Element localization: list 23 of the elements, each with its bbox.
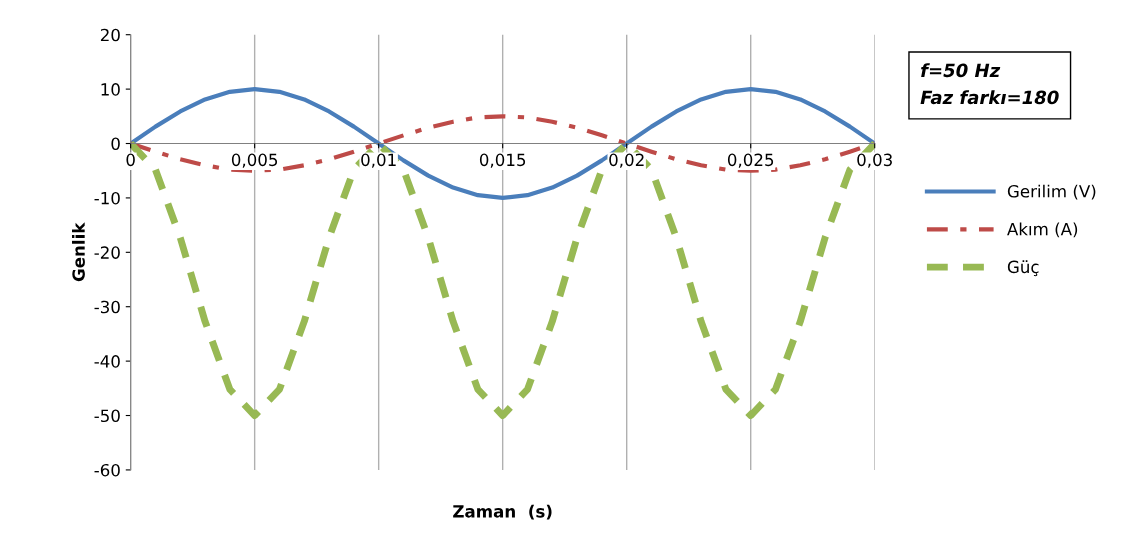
y-axis-title: Genlik [72,222,85,282]
x-axis-title: Zaman (s) [453,504,552,520]
x-tick-label: 0,01 [361,153,396,168]
y-tick-label: 0 [111,137,120,151]
x-tick-label: 0,015 [479,153,526,168]
y-tick-label: -30 [94,300,120,314]
legend-label: Güç [1007,260,1039,277]
y-tick-label: 20 [100,28,120,42]
text: Faz farkı=180 [920,90,1059,105]
y-tick-label: -60 [94,463,120,477]
y-tick-label: 10 [101,83,120,96]
x-tick-label: 0,025 [727,153,774,168]
legend-label: Gerilim (V) [1007,184,1096,200]
y-tick-label: -20 [94,246,120,259]
x-tick-label: 0,02 [609,153,644,168]
y-tick-label: -50 [94,409,120,423]
y-tick-label: -40 [94,355,120,368]
x-tick-label: 0 [126,153,135,167]
x-tick-label: 0,005 [231,153,278,168]
legend-label: Akım (A) [1007,222,1078,238]
x-tick-label: 0,03 [857,153,892,168]
text: f=50 Hz [921,63,1001,78]
y-tick-label: -10 [94,191,120,205]
